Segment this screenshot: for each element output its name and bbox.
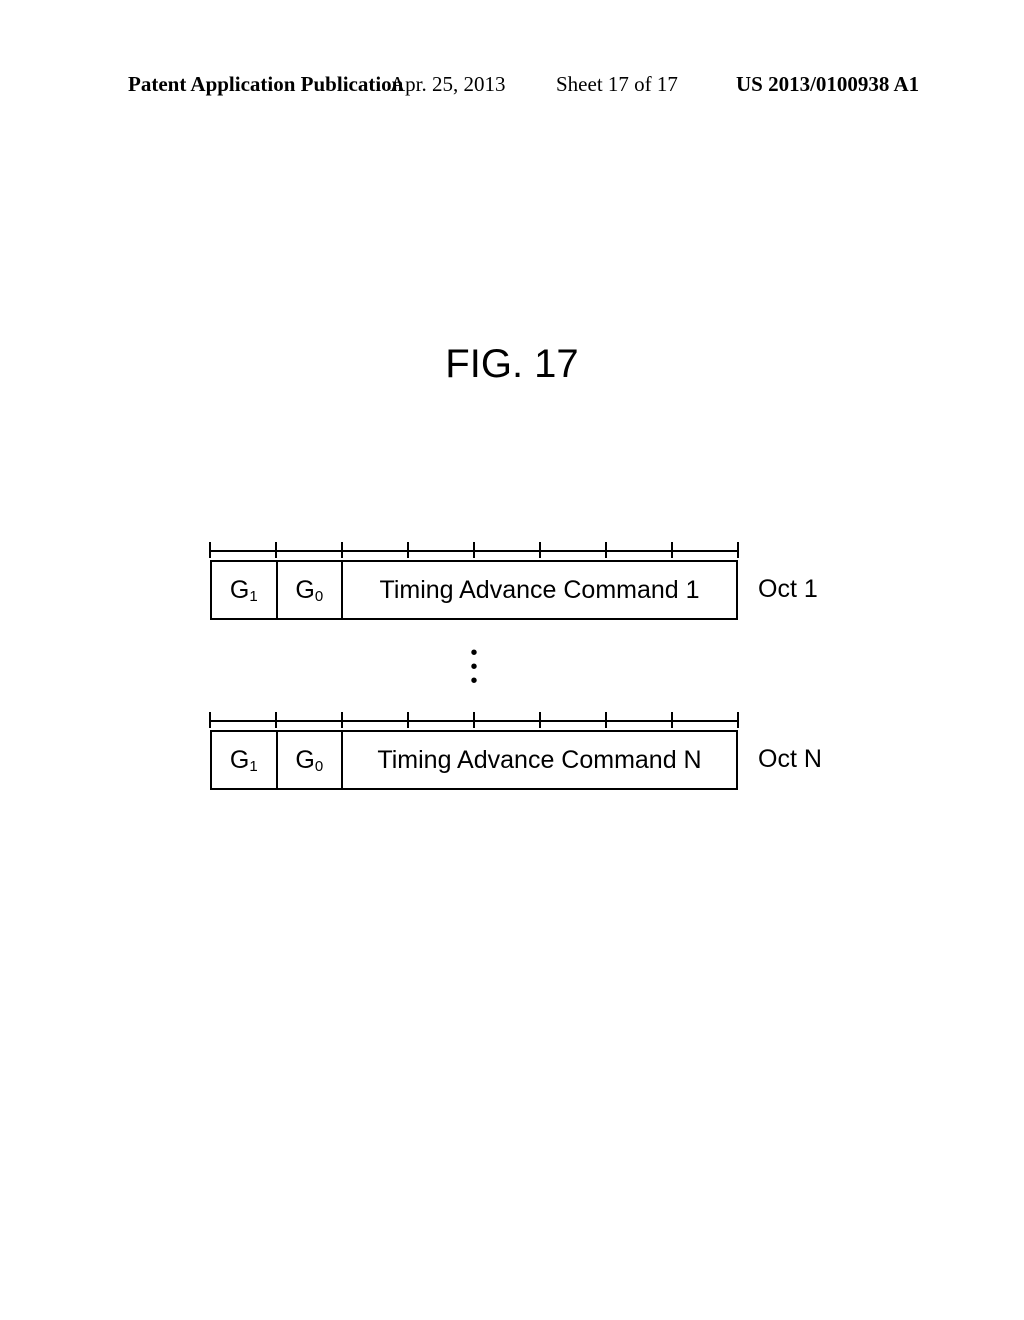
timing-advance-cell: Timing Advance Command N	[343, 732, 736, 788]
timing-advance-cell: Timing Advance Command 1	[343, 562, 736, 618]
ruler-tick	[605, 712, 607, 728]
bit-ruler	[210, 540, 830, 560]
ruler-tick	[539, 542, 541, 558]
ruler-tick	[341, 542, 343, 558]
ruler-tick	[671, 712, 673, 728]
group-bit-cell: G0	[278, 732, 344, 788]
vertical-ellipsis: •••	[210, 628, 738, 710]
ruler-tick	[407, 712, 409, 728]
group-bit-cell: G1	[212, 732, 278, 788]
octet-box: G1G0Timing Advance Command N	[210, 730, 738, 790]
ruler-tick	[341, 712, 343, 728]
header-pub-number: US 2013/0100938 A1	[736, 72, 919, 97]
ruler-tick	[407, 542, 409, 558]
bit-base: G	[295, 746, 314, 775]
bit-base: G	[230, 576, 249, 605]
bit-subscript: 0	[315, 758, 323, 775]
ruler-tick	[473, 542, 475, 558]
octet-row: G1G0Timing Advance Command 1 Oct 1	[210, 540, 830, 620]
ruler-tick	[209, 542, 211, 558]
ruler-tick	[473, 712, 475, 728]
header-sheet: Sheet 17 of 17	[556, 72, 678, 97]
header-date: Apr. 25, 2013	[390, 72, 506, 97]
bit-ruler	[210, 710, 830, 730]
ruler-tick	[737, 712, 739, 728]
ruler-tick	[737, 542, 739, 558]
group-bit-cell: G0	[278, 562, 344, 618]
figure-title: FIG. 17	[0, 342, 1024, 387]
bit-subscript: 1	[249, 758, 257, 775]
bit-subscript: 0	[315, 588, 323, 605]
bit-subscript: 1	[249, 588, 257, 605]
bit-base: G	[230, 746, 249, 775]
timing-advance-diagram: G1G0Timing Advance Command 1 Oct 1 ••• G…	[210, 540, 830, 798]
ruler-tick	[605, 542, 607, 558]
octet-row: G1G0Timing Advance Command N Oct N	[210, 710, 830, 790]
header-publication-type: Patent Application Publication	[128, 72, 403, 97]
group-bit-cell: G1	[212, 562, 278, 618]
ruler-tick	[539, 712, 541, 728]
octet-label: Oct N	[758, 745, 822, 774]
octet-box: G1G0Timing Advance Command 1	[210, 560, 738, 620]
bit-base: G	[295, 576, 314, 605]
octet-label: Oct 1	[758, 575, 818, 604]
ruler-tick	[209, 712, 211, 728]
ruler-tick	[275, 542, 277, 558]
page: Patent Application Publication Apr. 25, …	[0, 0, 1024, 1320]
ruler-tick	[275, 712, 277, 728]
ruler-tick	[671, 542, 673, 558]
